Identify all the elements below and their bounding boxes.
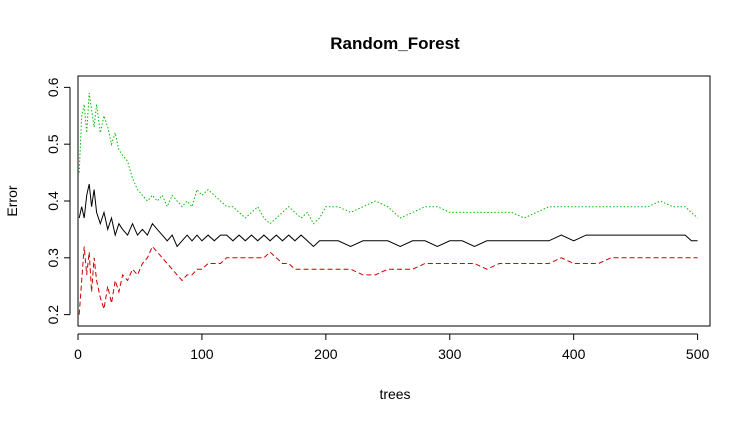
y-tick-label: 0.3 — [45, 248, 61, 268]
plot-frame — [77, 75, 711, 327]
series-line-dashed — [78, 245, 698, 315]
series-line-solid — [78, 183, 698, 248]
x-tick-label: 300 — [438, 346, 462, 362]
x-tick-label: 500 — [686, 346, 710, 362]
y-axis-label: Error — [4, 185, 20, 216]
y-tick-label: 0.4 — [45, 191, 61, 211]
y-tick-label: 0.5 — [45, 134, 61, 154]
x-tick-label: 0 — [74, 346, 82, 362]
x-tick-label: 200 — [314, 346, 338, 362]
x-axis-label: trees — [379, 386, 410, 402]
y-axis: 0.2 0.3 0.4 0.5 0.6 — [45, 77, 71, 325]
x-axis: 0 100 200 300 400 500 — [74, 333, 710, 362]
y-tick-label: 0.6 — [45, 77, 61, 97]
x-tick-label: 400 — [562, 346, 586, 362]
y-tick-label: 0.2 — [45, 305, 61, 325]
x-tick-label: 100 — [190, 346, 214, 362]
chart-title: Random_Forest — [330, 34, 460, 53]
series-group — [78, 92, 698, 315]
series-line-dotted — [78, 92, 698, 225]
